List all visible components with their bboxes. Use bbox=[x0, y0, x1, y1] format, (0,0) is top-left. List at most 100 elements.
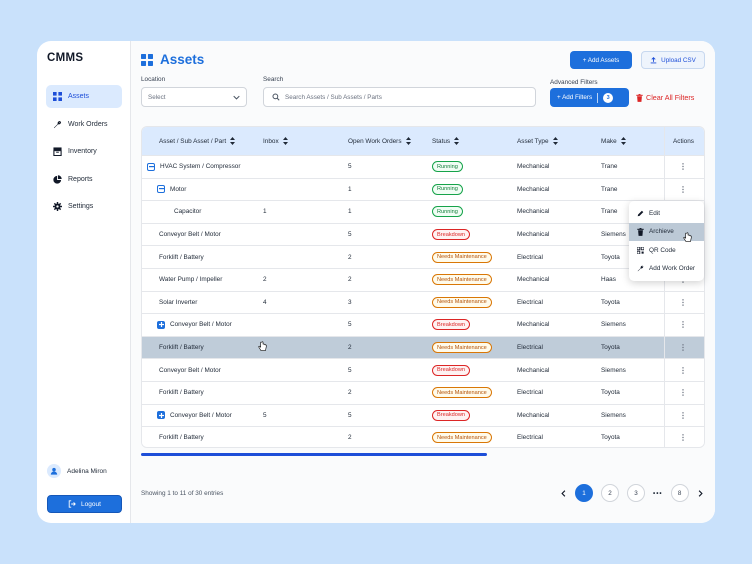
search-input[interactable]: Search Assets / Sub Assets / Parts bbox=[263, 87, 536, 107]
sidebar-item-reports[interactable]: Reports bbox=[46, 168, 122, 191]
expand-toggle-icon[interactable] bbox=[157, 411, 165, 420]
cell-asset-type: Mechanical bbox=[517, 411, 550, 419]
cell-open-work-orders: 2 bbox=[348, 344, 352, 352]
sort-icon bbox=[454, 137, 460, 145]
menu-item-label: Edit bbox=[649, 209, 661, 217]
asset-name: Motor bbox=[170, 185, 187, 193]
cell-make: Trane bbox=[601, 185, 618, 193]
column-header-asset-type[interactable]: Asset Type bbox=[517, 137, 558, 145]
column-header-inbox[interactable]: Inbox bbox=[263, 137, 288, 145]
table-row[interactable]: HVAC System / Compressor 5 Running Mechanic… bbox=[142, 156, 704, 179]
table-row[interactable]: Forklift / Battery 2 Needs Maintenance Elec… bbox=[142, 336, 704, 360]
cell-asset: Forklift / Battery bbox=[159, 337, 204, 359]
cell-make: Toyota bbox=[601, 434, 620, 442]
sidebar-item-assets[interactable]: Assets bbox=[46, 85, 122, 108]
collapse-toggle-icon[interactable] bbox=[147, 162, 155, 171]
table-row[interactable]: Forklift / Battery 2 Needs Maintenance Elec… bbox=[142, 246, 704, 269]
more-actions-icon[interactable] bbox=[682, 427, 684, 447]
menu-item-add-work-order[interactable]: Add Work Order bbox=[629, 260, 704, 279]
cell-make: Siemens bbox=[601, 411, 626, 419]
sidebar-item-work-orders[interactable]: Work Orders bbox=[46, 113, 122, 136]
table-row[interactable]: Solar Inverter 4 3 Needs Maintenance Electri… bbox=[142, 291, 704, 315]
menu-item-label: Archieve bbox=[649, 228, 674, 236]
chevron-left-icon[interactable] bbox=[559, 489, 567, 497]
search-icon bbox=[272, 93, 280, 101]
table-row[interactable]: Conveyor Belt / Motor 5 Breakdown Mechanica… bbox=[142, 314, 704, 337]
table-row[interactable]: Conveyor Belt / Motor 5 Breakdown Mechanica… bbox=[142, 359, 704, 382]
row-actions-menu: Edit Archieve QR Code Add Work Order bbox=[629, 201, 704, 281]
wrench-icon bbox=[637, 265, 645, 272]
cell-open-work-orders: 2 bbox=[348, 434, 352, 442]
table-row[interactable]: Conveyor Belt / Motor 5 5 Breakdown Mechanic… bbox=[142, 404, 704, 428]
page-button-8[interactable]: 8 bbox=[670, 484, 689, 502]
more-actions-icon[interactable] bbox=[682, 156, 684, 178]
cell-asset-type: Electrical bbox=[517, 298, 543, 306]
app-window: CMMS Assets Work Orders Inventory bbox=[37, 41, 715, 523]
cell-asset: Conveyor Belt / Motor bbox=[159, 359, 221, 381]
logout-button[interactable]: Logout bbox=[47, 495, 122, 513]
table-row[interactable]: Forklift / Battery 2 Needs Maintenance Elec… bbox=[142, 381, 704, 405]
collapse-toggle-icon[interactable] bbox=[157, 185, 165, 194]
menu-item-archieve[interactable]: Archieve bbox=[629, 222, 704, 241]
cell-asset-type: Mechanical bbox=[517, 185, 550, 193]
add-assets-button[interactable]: + Add Assets bbox=[570, 51, 632, 69]
more-actions-icon[interactable] bbox=[682, 179, 684, 201]
hand-cursor-icon bbox=[258, 341, 267, 352]
table-row[interactable]: Water Pump / Impeller 2 2 Needs Maintenance… bbox=[142, 268, 704, 292]
chevron-right-icon[interactable] bbox=[697, 489, 705, 497]
sidebar-item-settings[interactable]: Settings bbox=[46, 195, 122, 218]
cell-open-work-orders: 5 bbox=[348, 366, 352, 374]
menu-item-edit[interactable]: Edit bbox=[629, 204, 704, 223]
page-button-2[interactable]: 2 bbox=[601, 484, 619, 502]
more-actions-icon[interactable] bbox=[682, 382, 684, 404]
more-actions-icon[interactable] bbox=[682, 359, 684, 381]
trash-icon bbox=[637, 227, 645, 236]
assets-table: Asset / Sub Asset / Part Inbox Open Work… bbox=[141, 126, 705, 448]
column-header-make[interactable]: Make bbox=[601, 137, 626, 145]
cell-asset-type: Mechanical bbox=[517, 231, 550, 239]
page-button-3[interactable]: 3 bbox=[627, 484, 645, 502]
sidebar-item-label: Assets bbox=[68, 93, 90, 100]
more-actions-icon[interactable] bbox=[682, 405, 684, 427]
table-row[interactable]: Conveyor Belt / Motor 5 Breakdown Mechanica… bbox=[142, 223, 704, 247]
cell-asset: Capacitor bbox=[174, 201, 201, 223]
status-badge: Running bbox=[432, 161, 463, 173]
cell-open-work-orders: 1 bbox=[348, 208, 352, 216]
menu-item-qr-code[interactable]: QR Code bbox=[629, 241, 704, 260]
asset-name: Forklift / Battery bbox=[159, 389, 204, 397]
add-filters-button[interactable]: + Add Filters 3 bbox=[550, 88, 629, 107]
asset-name: Water Pump / Impeller bbox=[159, 276, 223, 284]
status-badge: Needs Maintenance bbox=[432, 387, 492, 399]
sort-icon bbox=[620, 137, 626, 145]
cell-status: Running bbox=[432, 156, 463, 178]
location-select[interactable]: Select bbox=[141, 87, 247, 107]
divider bbox=[664, 156, 665, 178]
divider bbox=[597, 92, 599, 103]
upload-icon bbox=[650, 56, 657, 64]
page-button-1[interactable]: 1 bbox=[575, 484, 593, 502]
expand-toggle-icon[interactable] bbox=[157, 320, 165, 329]
column-header-open-work-orders[interactable]: Open Work Orders bbox=[348, 137, 411, 145]
cell-open-work-orders: 3 bbox=[348, 298, 352, 306]
column-header-asset[interactable]: Asset / Sub Asset / Part bbox=[159, 137, 236, 145]
table-row[interactable]: Motor 1 Running Mechanical Trane bbox=[142, 178, 704, 202]
table-row[interactable]: Capacitor 1 1 Running Mechanical Trane bbox=[142, 201, 704, 224]
clear-filters-button[interactable]: Clear All Filters bbox=[636, 93, 694, 102]
pagination-ellipsis: ••• bbox=[653, 489, 663, 497]
cell-asset-type: Electrical bbox=[517, 389, 543, 397]
sidebar-item-inventory[interactable]: Inventory bbox=[46, 140, 122, 163]
divider bbox=[664, 314, 665, 336]
divider bbox=[664, 381, 665, 404]
asset-name: Conveyor Belt / Motor bbox=[159, 366, 221, 374]
table-row[interactable]: Forklift / Battery 2 Needs Maintenance Elec… bbox=[142, 427, 704, 447]
horizontal-scrollbar[interactable] bbox=[141, 453, 487, 456]
column-header-status[interactable]: Status bbox=[432, 137, 460, 145]
cell-make: Toyota bbox=[601, 298, 620, 306]
status-badge: Needs Maintenance bbox=[432, 432, 492, 444]
upload-csv-button[interactable]: Upload CSV bbox=[641, 51, 705, 69]
more-actions-icon[interactable] bbox=[682, 337, 684, 359]
status-badge: Breakdown bbox=[432, 319, 470, 331]
more-actions-icon[interactable] bbox=[682, 314, 684, 336]
more-actions-icon[interactable] bbox=[682, 292, 684, 314]
user-profile[interactable]: Adelina Miron bbox=[47, 464, 107, 478]
